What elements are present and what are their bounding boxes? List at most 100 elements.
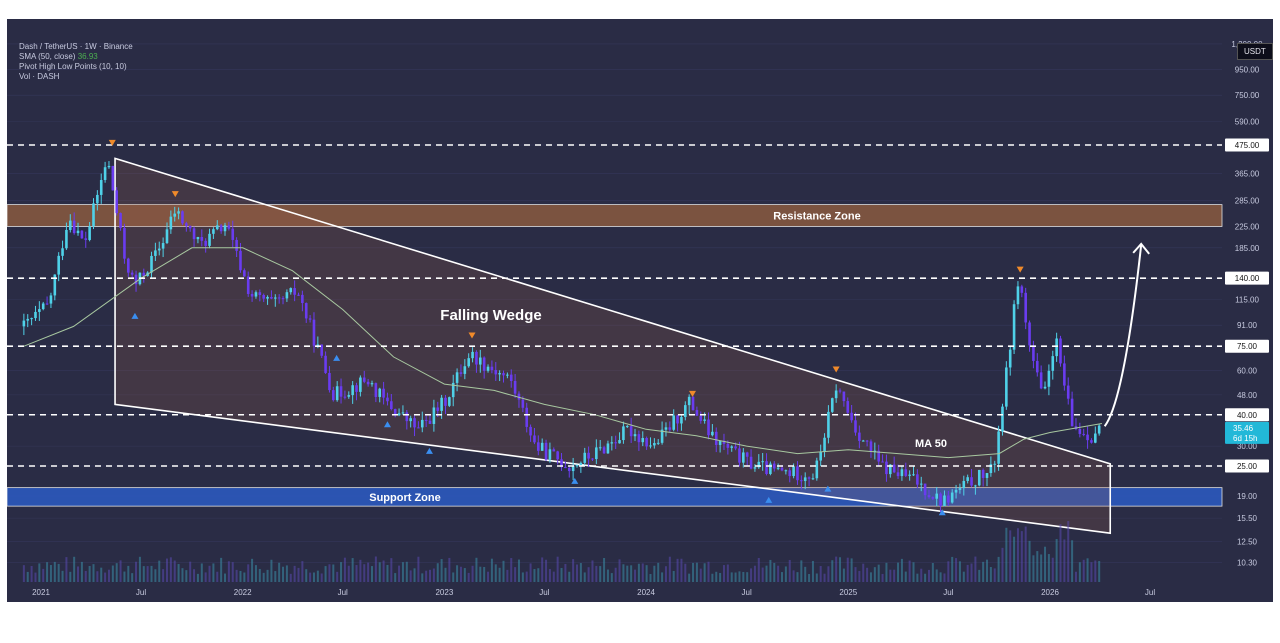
volume-bar <box>579 563 582 582</box>
candle-body <box>335 386 339 401</box>
volume-bar <box>904 571 907 582</box>
volume-bar <box>645 565 648 582</box>
currency-badge[interactable]: USDT <box>1237 43 1273 60</box>
candle-body <box>281 298 285 300</box>
volume-bar <box>216 571 219 582</box>
candle-body <box>749 456 753 469</box>
volume-bar <box>935 569 938 582</box>
candle-body <box>401 412 405 414</box>
candle-body <box>703 419 706 421</box>
volume-bar <box>653 565 656 582</box>
candle-body <box>227 225 231 229</box>
candle-body <box>1047 370 1051 387</box>
volume-bar <box>873 567 876 582</box>
candle-body <box>266 296 269 299</box>
volume-bar <box>123 571 126 582</box>
volume-bar <box>684 563 687 582</box>
candle-body <box>598 447 602 449</box>
candle-body <box>912 474 915 476</box>
volume-bar <box>1024 526 1027 582</box>
candle-body <box>324 355 327 373</box>
volume-bar <box>421 573 424 582</box>
volume-bar <box>448 557 451 582</box>
volume-bar <box>506 569 509 582</box>
candle-body <box>417 427 420 429</box>
volume-bar <box>703 563 706 582</box>
page-margin <box>0 602 1280 643</box>
volume-bar <box>301 561 304 582</box>
volume-bar <box>309 572 312 582</box>
volume-bar <box>804 566 807 582</box>
candle-body <box>38 309 41 312</box>
candle-body <box>529 426 532 436</box>
volume-bar <box>784 566 787 582</box>
volume-bar <box>278 562 281 582</box>
legend-title: Dash / TetherUS · 1W · Binance <box>19 42 133 51</box>
price-tag <box>1225 408 1269 422</box>
volume-bar <box>57 563 60 582</box>
candle-body <box>1097 425 1101 434</box>
volume-bar <box>80 561 83 582</box>
volume-bar <box>993 568 996 582</box>
price-tag <box>1225 459 1269 473</box>
volume-bar <box>409 570 412 582</box>
candle-body <box>591 458 594 460</box>
candle-body <box>989 464 993 474</box>
volume-bar <box>835 556 838 582</box>
volume-bar <box>413 568 416 582</box>
y-tick-label: 30.00 <box>1237 442 1258 451</box>
volume-bar <box>897 562 900 582</box>
candle-body <box>687 396 691 406</box>
volume-bar <box>158 560 161 582</box>
volume-bar <box>707 561 710 582</box>
candle-body <box>800 480 803 482</box>
volume-bar <box>827 566 830 582</box>
candle-body <box>92 203 95 227</box>
candle-body <box>498 373 501 375</box>
candle-body <box>420 419 424 428</box>
volume-bar <box>382 560 385 582</box>
volume-bar <box>1036 551 1039 582</box>
price-chart[interactable]: Resistance Zone Support Zone Falling Wedge… <box>7 19 1273 602</box>
volume-bar <box>367 562 370 582</box>
candle-body <box>575 465 579 467</box>
volume-bar <box>711 573 714 582</box>
candle-body <box>188 225 192 229</box>
chart-frame[interactable]: Resistance Zone Support Zone Falling Wedge… <box>7 19 1273 602</box>
candle-body <box>544 442 548 460</box>
candle-body <box>312 319 316 346</box>
candle-body <box>88 226 91 240</box>
candle-body <box>1094 433 1097 443</box>
candle-body <box>985 473 989 478</box>
candle-body <box>181 211 184 224</box>
volume-bar <box>850 558 853 582</box>
volume-bar <box>490 558 493 582</box>
candle-body <box>1055 338 1058 357</box>
volume-bar <box>1078 562 1081 582</box>
x-tick-label: Jul <box>136 588 146 597</box>
volume-bar <box>494 564 497 582</box>
y-tick-label: 285.00 <box>1235 197 1260 206</box>
volume-bar <box>560 567 563 582</box>
candle-body <box>629 426 633 437</box>
candle-body <box>730 446 734 448</box>
volume-bar <box>800 560 803 582</box>
volume-bar <box>866 567 869 582</box>
candle-body <box>950 492 954 503</box>
volume-bar <box>939 572 942 582</box>
candle-body <box>889 464 892 475</box>
volume-bar <box>1063 539 1066 582</box>
volume-bar <box>630 565 633 582</box>
candle-body <box>382 388 385 398</box>
candle-body <box>273 297 277 299</box>
volume-bar <box>668 556 671 582</box>
candle-body <box>564 467 567 469</box>
candle-body <box>444 397 447 406</box>
volume-bar <box>169 557 172 582</box>
volume-bar <box>65 557 68 582</box>
volume-bar <box>204 572 207 582</box>
volume-bar <box>212 563 215 582</box>
volume-bar <box>405 561 408 582</box>
volume-bar <box>951 556 954 582</box>
candle-body <box>854 420 857 433</box>
